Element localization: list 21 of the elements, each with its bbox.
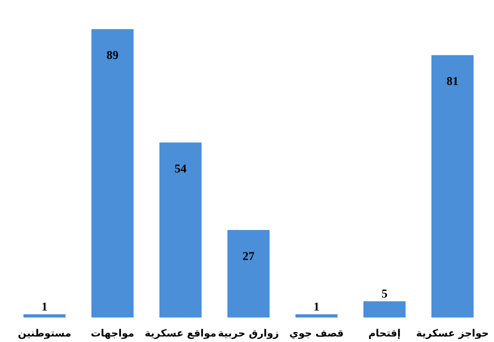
x-tick-label: مواقع عسكرية [144,328,216,340]
x-tick-label: قصف جوي [289,328,344,340]
data-label: 89 [106,48,118,62]
data-label: 54 [174,162,186,176]
bar [295,314,338,318]
bar [431,55,474,318]
bar [159,142,202,318]
x-tick-label: إقتحام [368,328,401,340]
data-label: 81 [446,74,458,88]
x-tick-label: زوارق حربية [218,328,280,340]
data-label: 5 [382,286,388,300]
bar [227,230,270,318]
x-tick-label: مستوطنين [18,328,72,340]
x-tick-label: حواجز عسكرية [416,328,489,340]
data-label: 1 [42,299,48,314]
x-tick-label: مواجهات [90,328,134,340]
bar [91,29,134,318]
bar [363,301,406,318]
bar [23,314,66,318]
data-label: 1 [314,299,320,314]
data-label: 27 [242,249,254,264]
